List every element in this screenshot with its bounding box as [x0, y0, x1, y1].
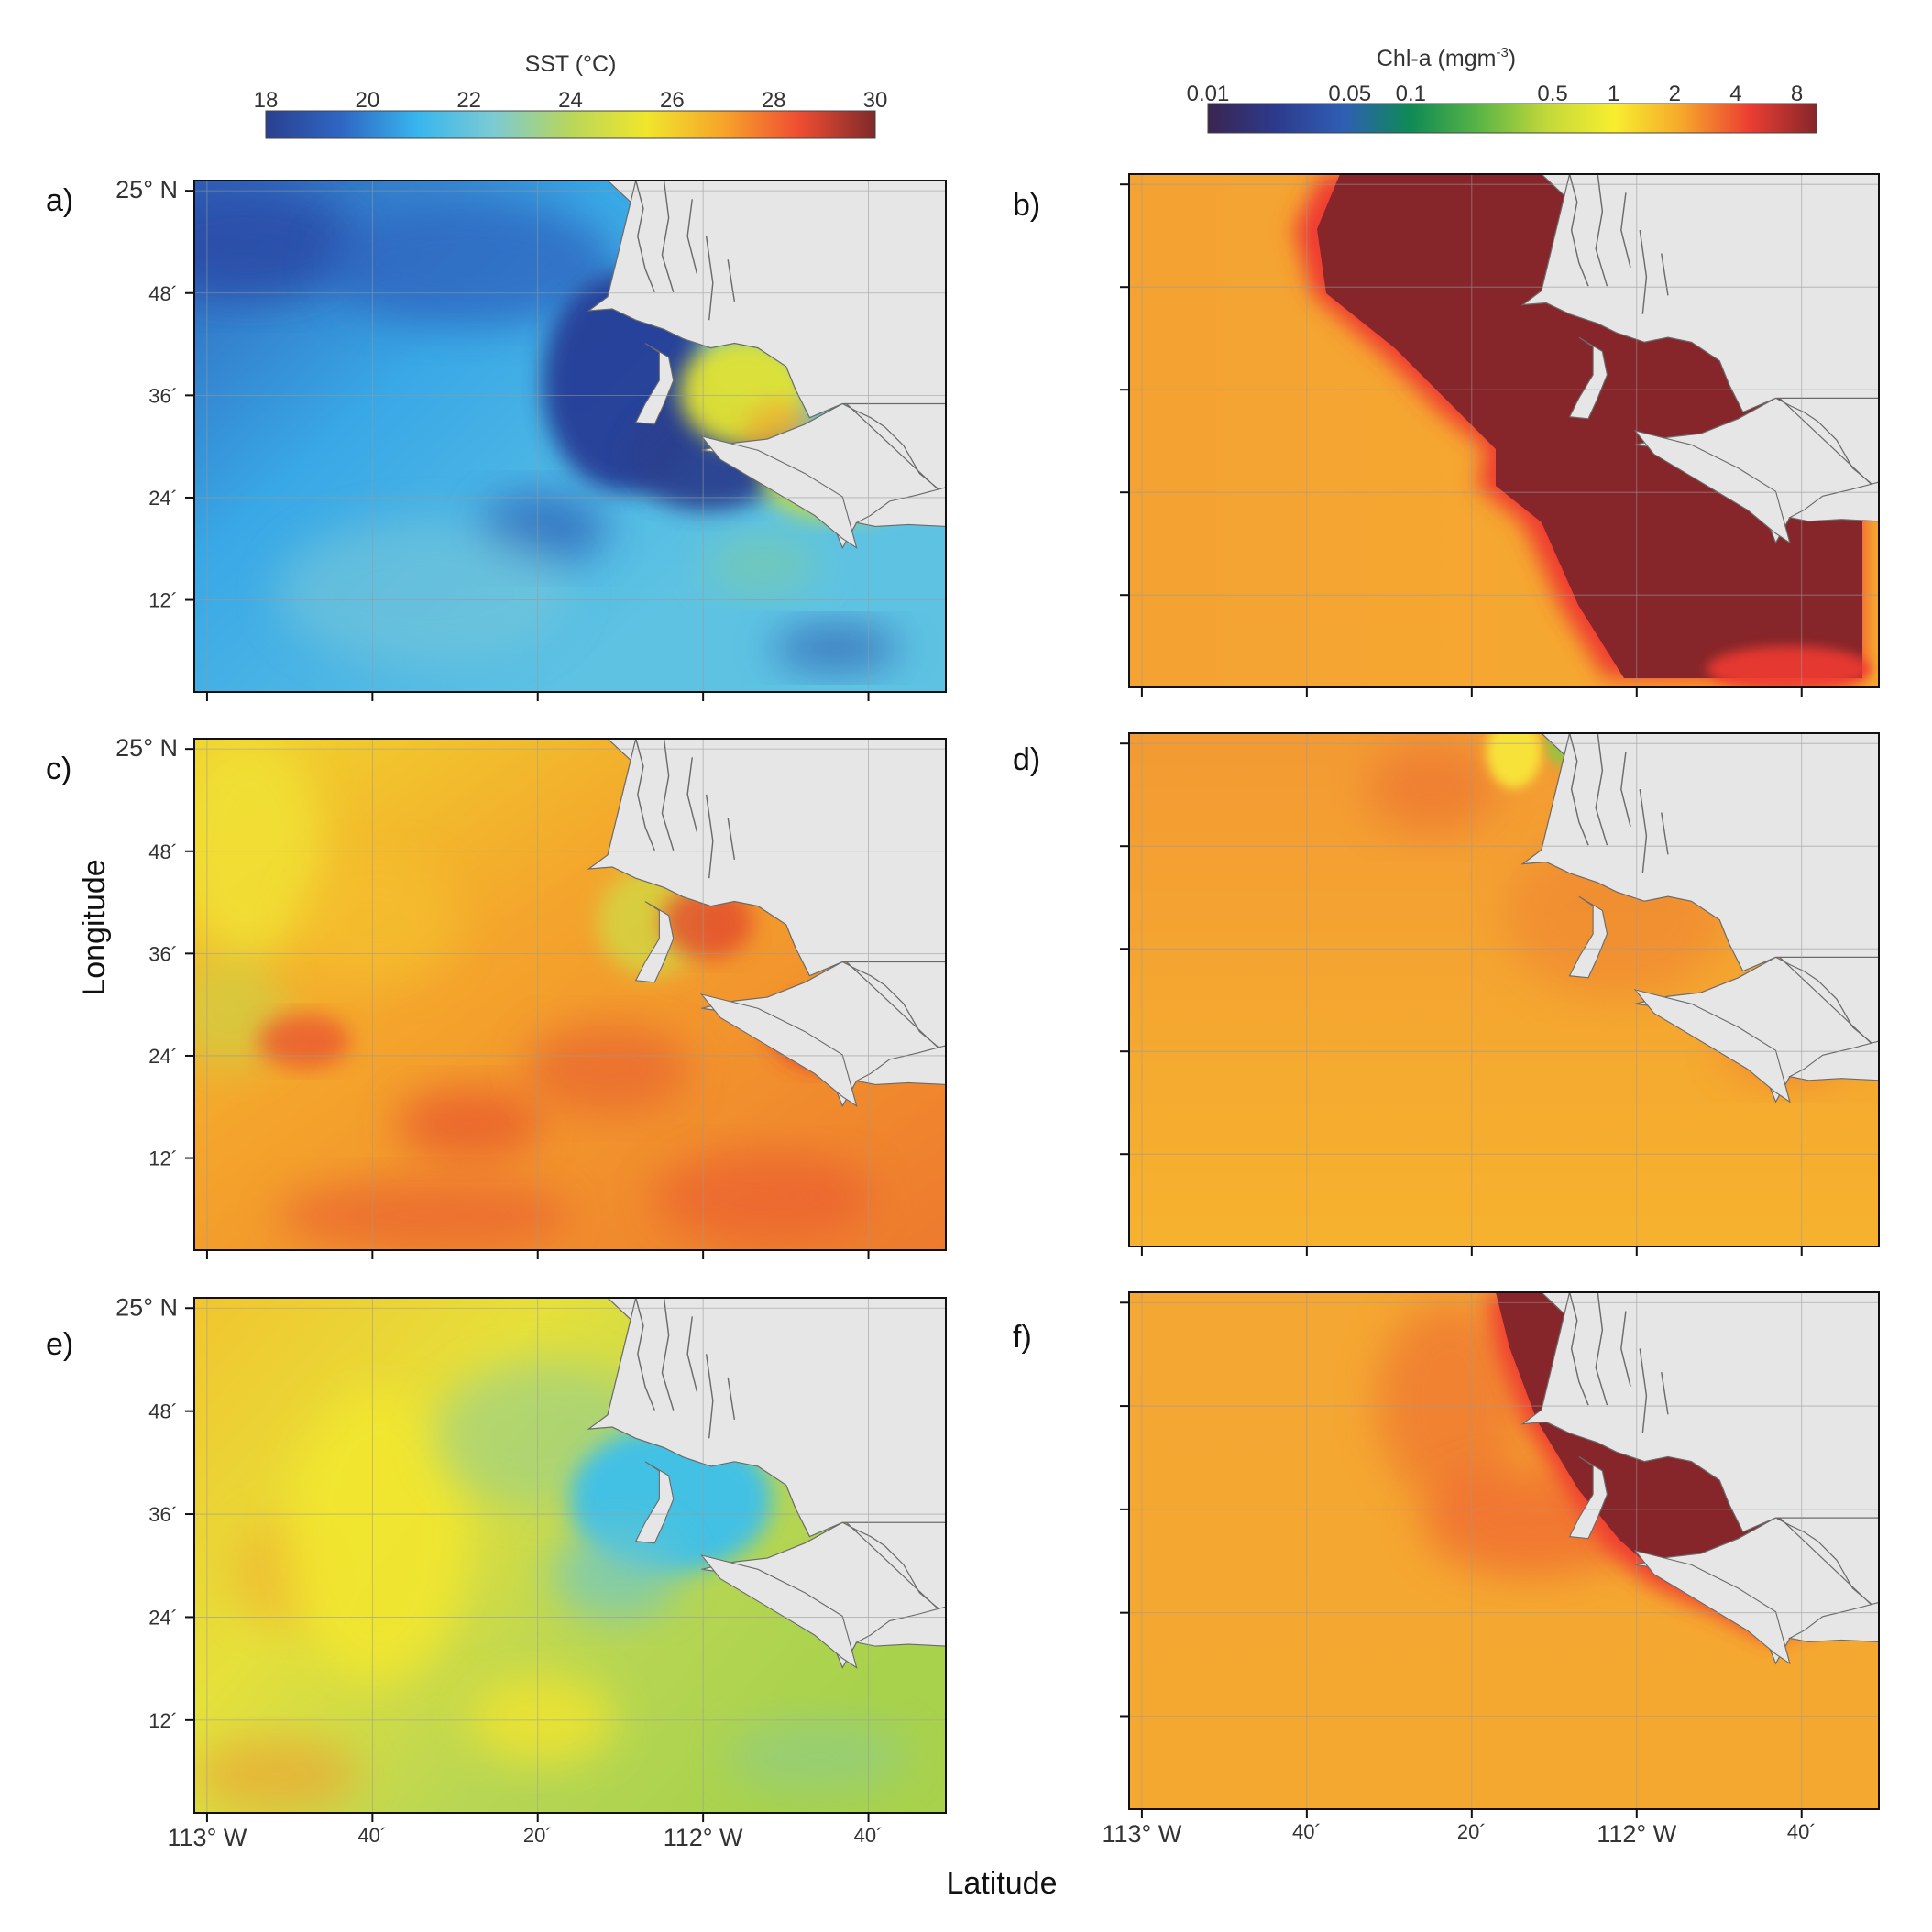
chla-tick-label: 0.05 — [1328, 82, 1371, 106]
lon-tick-label: 112° W — [664, 1824, 743, 1851]
sst-tick-label: 26 — [660, 88, 685, 113]
panel-label: c) — [46, 752, 71, 786]
chla-tick-label: 0.5 — [1537, 82, 1567, 106]
map-gridlines — [194, 739, 946, 1250]
chla-colorbar-title: Chl-a (mgm-3) — [1377, 45, 1516, 71]
sst-tick-label: 30 — [863, 88, 888, 113]
lat-tick-label: 48´ — [148, 282, 178, 305]
map-panel-c: 25° N 48´ 36´ 24´ 12´ — [115, 734, 947, 1259]
lon-tick-label: 20´ — [1457, 1820, 1487, 1843]
panel-label: d) — [1013, 742, 1040, 777]
chla-colorbar — [1207, 103, 1817, 134]
panel-label: e) — [46, 1327, 73, 1362]
lat-tick-label: 12´ — [148, 1147, 178, 1170]
map-gridlines — [194, 1298, 946, 1813]
lat-tick-label: 25° N — [115, 176, 178, 203]
lon-tick-label: 40´ — [1787, 1820, 1817, 1843]
map-panel-a: 25° N 48´ 36´ 24´ 12´ — [115, 176, 947, 701]
y-axis-title: Longitude — [77, 859, 112, 995]
map-frame — [193, 738, 947, 1251]
sst-tick-label: 20 — [355, 88, 379, 113]
map-gridlines — [1129, 1292, 1879, 1809]
chla-tick-label: 1 — [1608, 82, 1619, 106]
lon-tick-label: 40´ — [854, 1824, 884, 1847]
map-panel-e: 25° N 48´ 36´ 24´ 12´ 113° W 40´ 20´ 112° W 40´ — [115, 1293, 947, 1851]
lat-tick-label: 36´ — [148, 942, 178, 965]
lat-tick-label: 12´ — [148, 589, 178, 612]
x-axis-title: Latitude — [947, 1866, 1058, 1901]
chla-tick-label: 0.01 — [1187, 82, 1230, 106]
lat-tick-label: 25° N — [115, 1293, 178, 1321]
lat-tick-label: 24´ — [148, 487, 178, 510]
sst-tick-label: 22 — [456, 88, 481, 113]
lon-tick-label: 112° W — [1597, 1820, 1676, 1848]
sst-colorbar-title: SST (°C) — [525, 51, 617, 77]
map-frame — [193, 180, 947, 693]
lon-tick-label: 113° W — [168, 1824, 247, 1851]
lat-tick-label: 48´ — [148, 1400, 178, 1423]
panel-label: a) — [46, 183, 73, 218]
map-frame — [1128, 1291, 1880, 1810]
map-panel-d — [1120, 732, 1880, 1256]
lon-tick-label: 20´ — [523, 1824, 553, 1847]
lat-tick-label: 36´ — [148, 1503, 178, 1526]
map-frame — [1128, 732, 1880, 1247]
lat-tick-label: 24´ — [148, 1606, 178, 1629]
lat-tick-label: 25° N — [115, 734, 178, 762]
chla-tick-label: 0.1 — [1396, 82, 1426, 106]
sst-tick-label: 28 — [762, 88, 786, 113]
sst-tick-label: 24 — [558, 88, 583, 113]
panel-label: b) — [1013, 188, 1040, 223]
map-panel-f: 113° W 40´ 20´ 112° W 40´ — [1102, 1291, 1880, 1848]
lon-tick-label: 113° W — [1102, 1820, 1181, 1848]
panel-label: f) — [1013, 1320, 1032, 1355]
map-panel-b — [1120, 173, 1880, 697]
chla-tick-label: 8 — [1791, 82, 1803, 106]
map-frame — [1128, 173, 1880, 688]
lat-tick-label: 24´ — [148, 1045, 178, 1068]
sst-colorbar — [265, 110, 876, 139]
map-frame — [193, 1297, 947, 1814]
lat-tick-label: 12´ — [148, 1709, 178, 1732]
chla-tick-label: 2 — [1669, 82, 1681, 106]
map-gridlines — [194, 181, 946, 692]
map-gridlines — [1129, 174, 1879, 687]
lat-tick-label: 48´ — [148, 840, 178, 863]
lon-tick-label: 40´ — [357, 1824, 387, 1847]
chla-tick-label: 4 — [1729, 82, 1741, 106]
lon-tick-label: 40´ — [1292, 1820, 1322, 1843]
map-gridlines — [1129, 733, 1879, 1246]
sst-tick-label: 18 — [254, 88, 279, 113]
lat-tick-label: 36´ — [148, 384, 178, 407]
